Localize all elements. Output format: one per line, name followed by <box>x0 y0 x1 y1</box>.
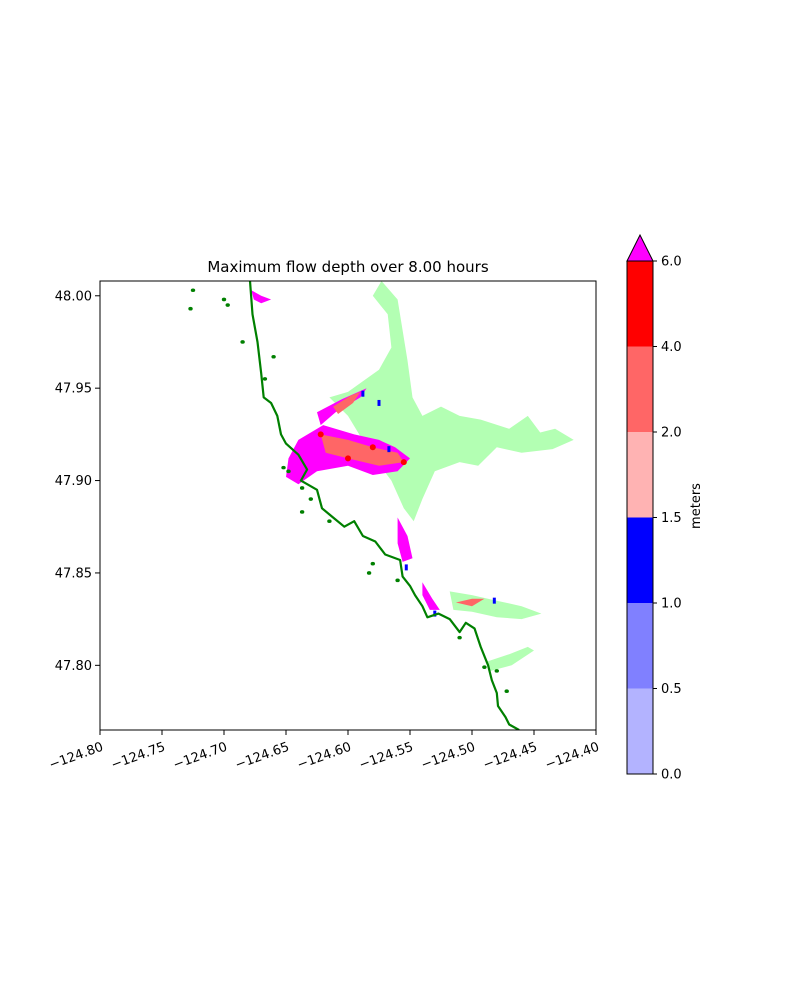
y-tick-label: 47.85 <box>55 566 92 581</box>
plot-background <box>100 281 596 730</box>
islet <box>271 354 276 359</box>
inundated-area-2-to-4m <box>320 434 404 466</box>
colorbar-tick-label: 4.0 <box>661 340 682 355</box>
y-tick-label: 47.95 <box>55 382 92 397</box>
inundated-spot-1-to-1.5m <box>377 399 381 406</box>
colorbar-segment <box>627 346 653 432</box>
colorbar-segment <box>627 432 653 518</box>
inundated-spot-4-to-6m <box>369 444 376 451</box>
islet <box>504 689 509 693</box>
colorbar-tick-label: 6.0 <box>661 255 682 270</box>
islet <box>366 571 372 575</box>
colorbar-tick-label: 0.0 <box>661 768 682 783</box>
islet <box>395 578 400 583</box>
inundated-spot-1-to-1.5m <box>492 597 496 604</box>
inundated-area-over-6m <box>397 517 413 562</box>
y-tick-label: 48.00 <box>55 289 92 304</box>
inundated-spot-1-to-1.5m <box>433 610 437 617</box>
islet <box>221 297 227 302</box>
y-tick-label: 47.80 <box>55 659 92 674</box>
inundated-spot-4-to-6m <box>345 455 351 462</box>
inundated-area-2-to-4m <box>455 598 485 607</box>
islet <box>190 288 196 293</box>
colorbar-tick-label: 1.0 <box>661 597 682 612</box>
islet <box>494 669 499 673</box>
y-axis: 47.80 47.85 47.90 47.95 48.00 <box>55 289 100 674</box>
islet <box>482 665 487 669</box>
islet <box>370 561 375 566</box>
islet <box>299 510 305 514</box>
colorbar: 0.0 0.5 1.0 1.5 2.0 4.0 6.0 <box>626 233 682 783</box>
islet <box>299 486 305 490</box>
inundated-area-2-to-4m <box>333 391 361 414</box>
inundated-area-shallow <box>486 646 534 671</box>
islet <box>188 306 193 311</box>
islet <box>308 497 313 501</box>
colorbar-segment <box>627 603 653 689</box>
islet <box>286 469 291 474</box>
colorbar-tick-label: 1.5 <box>661 511 682 526</box>
islet <box>281 465 286 470</box>
colorbar-segment <box>627 261 653 347</box>
colorbar-label: meters <box>689 483 704 529</box>
colorbar-segment <box>627 688 653 774</box>
islet <box>240 340 245 344</box>
y-tick-label: 47.90 <box>55 474 92 489</box>
flow-depth-layers <box>188 281 574 730</box>
inundated-spot-1-to-1.5m <box>387 446 391 453</box>
map-plot-area <box>99 280 597 731</box>
inundated-area-over-6m <box>422 582 440 610</box>
colorbar-tick-label: 0.5 <box>661 682 682 697</box>
coastline <box>248 281 520 730</box>
colorbar-tick-label: 2.0 <box>661 426 682 441</box>
inundated-spot-4-to-6m <box>317 431 324 438</box>
colorbar-segment <box>627 517 653 603</box>
islet <box>262 377 268 381</box>
inundated-area-shallow <box>449 591 542 620</box>
inundated-spot-4-to-6m <box>400 459 407 466</box>
islet <box>327 519 332 524</box>
inundated-spot-1-to-1.5m <box>404 564 408 571</box>
chart-title: Maximum flow depth over 8.00 hours <box>207 258 489 276</box>
islet <box>225 303 230 307</box>
inundated-area-over-6m <box>251 290 272 304</box>
inundated-spot-1-to-1.5m <box>361 390 365 397</box>
islet <box>457 635 462 640</box>
